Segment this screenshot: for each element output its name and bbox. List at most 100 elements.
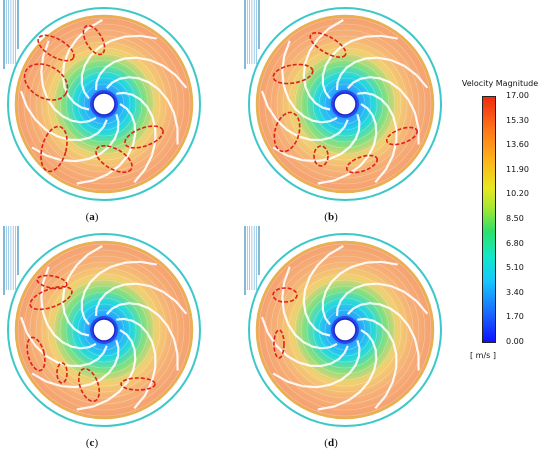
colorbar-title: Velocity Magnitude: [461, 79, 539, 88]
streamline-ring: [258, 17, 432, 191]
impeller-blade: [76, 329, 137, 411]
streamline-ring: [23, 23, 185, 185]
streamline-ring: [282, 41, 408, 167]
recirculation-marker: [37, 34, 75, 62]
recirculation-marker: [313, 145, 329, 167]
caption-a: (a): [85, 211, 99, 223]
colorbar-unit: [ m/s ]: [470, 351, 496, 360]
colorbar-tick: 11.90: [506, 165, 529, 174]
streamline-ring: [59, 285, 149, 375]
recirculation-marker: [120, 377, 156, 391]
impeller-blade: [321, 260, 398, 326]
impeller-blade: [302, 245, 344, 337]
recirculation-marker: [29, 285, 73, 311]
recirculation-marker: [95, 144, 133, 174]
colorbar-tick: 0.00: [506, 337, 524, 346]
streamline-ring: [282, 267, 408, 393]
colorbar-tick: 8.50: [506, 214, 524, 223]
impeller-blade: [335, 56, 429, 91]
colorbar-tick: 10.20: [506, 189, 529, 198]
streamline-ring: [312, 71, 378, 137]
impeller-blade: [40, 40, 97, 124]
pump-panel-a: [3, 0, 201, 201]
colorbar-tick: 15.30: [506, 116, 529, 125]
recirculation-marker: [40, 125, 68, 173]
streamline-ring: [300, 285, 390, 375]
recirculation-marker: [272, 63, 314, 85]
colorbar-tick: 5.10: [506, 263, 524, 272]
impeller-blade: [106, 76, 179, 145]
streamline-ring: [318, 303, 372, 357]
streamline-ring: [29, 29, 179, 179]
streamline-ring: [77, 303, 131, 357]
streamline-ring: [264, 249, 426, 411]
outlet-pipe: [3, 226, 19, 295]
impeller-blade: [76, 103, 137, 185]
caption-d: (d): [324, 437, 338, 449]
recirculation-marker: [36, 274, 68, 290]
colorbar-tick: 17.00: [506, 91, 529, 100]
streamline-ring: [294, 279, 396, 381]
streamline-ring: [264, 23, 426, 185]
pump-panel-c: [3, 226, 201, 427]
outlet-pipe: [3, 0, 19, 69]
recirculation-marker: [345, 154, 379, 174]
colorbar-tick: 6.80: [506, 239, 524, 248]
caption-b: (b): [324, 211, 338, 223]
streamline-ring: [59, 59, 149, 149]
impeller-blade: [357, 317, 398, 410]
impeller-blade: [94, 282, 188, 317]
impeller-blade: [19, 90, 108, 142]
pump-panel-d: [244, 226, 442, 427]
impeller-blade: [116, 91, 157, 184]
impeller-blade: [19, 316, 108, 368]
impeller-blade: [281, 266, 338, 350]
impeller-blade: [106, 302, 179, 371]
impeller-blade: [347, 302, 420, 371]
streamline-ring: [35, 35, 173, 173]
streamline-ring: [41, 41, 167, 167]
recirculation-marker: [273, 111, 301, 153]
streamline-ring: [53, 53, 155, 155]
outlet-pipe: [244, 226, 260, 295]
impeller-blade: [31, 113, 120, 163]
streamline-ring: [77, 77, 131, 131]
impeller-blade: [317, 329, 378, 411]
colorbar-tick: 13.60: [506, 140, 529, 149]
colorbar-tick: 1.70: [506, 312, 524, 321]
streamline-ring: [258, 243, 432, 417]
impeller-blade: [94, 56, 188, 91]
streamline-ring: [306, 291, 384, 369]
streamline-ring: [65, 291, 143, 369]
impeller-hub: [333, 318, 357, 342]
streamline-ring: [65, 65, 143, 143]
impeller-hub: [92, 92, 116, 116]
recirculation-marker: [124, 125, 164, 149]
recirculation-marker: [82, 24, 106, 56]
impeller-blade: [272, 113, 361, 163]
impeller-hub: [333, 92, 357, 116]
recirculation-marker: [26, 336, 46, 372]
streamline-ring: [35, 261, 173, 399]
streamline-ring: [53, 279, 155, 381]
impeller-blade: [80, 34, 157, 100]
impeller-blade: [80, 260, 157, 326]
streamline-ring: [71, 71, 137, 137]
impeller-hub: [92, 318, 116, 342]
impeller-blade: [317, 103, 378, 185]
streamline-ring: [29, 255, 179, 405]
outlet-pipe: [244, 0, 260, 69]
streamline-ring: [71, 297, 137, 363]
recirculation-marker: [56, 362, 68, 384]
caption-c: (c): [85, 437, 99, 449]
streamline-ring: [288, 47, 402, 161]
pump-panel-b: [244, 0, 442, 201]
recirculation-marker: [23, 63, 69, 101]
streamline-ring: [288, 273, 402, 387]
recirculation-marker: [273, 329, 285, 359]
streamline-ring: [276, 35, 414, 173]
streamline-ring: [270, 255, 420, 405]
streamline-ring: [318, 77, 372, 131]
streamline-ring: [276, 261, 414, 399]
